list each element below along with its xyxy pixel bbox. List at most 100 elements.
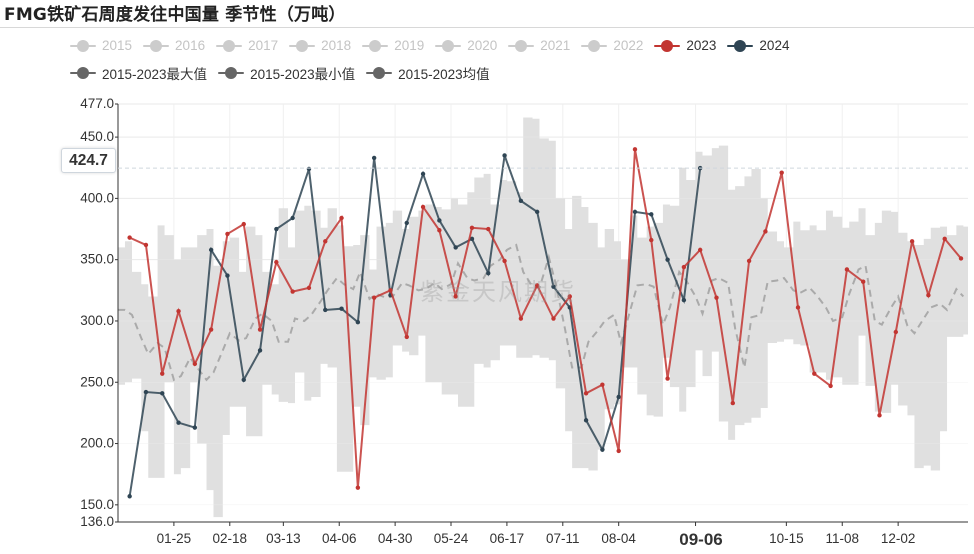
y-tick-label: 450.0 bbox=[80, 129, 114, 144]
legend-item-2015-2023-[interactable]: 2015-2023均值 bbox=[366, 63, 490, 83]
legend-item-2017[interactable]: 2017 bbox=[216, 38, 278, 53]
series-point-2024 bbox=[649, 212, 654, 217]
series-point-2023 bbox=[143, 242, 149, 248]
x-tick-label: 10-15 bbox=[769, 531, 804, 546]
series-point-2023 bbox=[404, 334, 409, 340]
series-point-2023 bbox=[812, 371, 817, 376]
legend-row-years: 2015 2016 2017 2018 2019 2020 2021 2022 2023 2024 bbox=[70, 32, 960, 59]
series-point-2024 bbox=[502, 153, 507, 158]
legend-item-2021[interactable]: 2021 bbox=[508, 38, 570, 53]
series-line-2023 bbox=[129, 149, 962, 488]
x-tick-label: 02-18 bbox=[213, 531, 248, 546]
series-point-2023 bbox=[681, 264, 687, 270]
series-point-2023 bbox=[176, 308, 181, 314]
series-point-2024 bbox=[143, 389, 149, 395]
series-point-2023 bbox=[502, 258, 507, 264]
legend-label: 2019 bbox=[394, 38, 425, 53]
series-point-2023 bbox=[600, 382, 605, 387]
series-point-2023 bbox=[290, 289, 295, 294]
legend-label: 2015-2023最小值 bbox=[250, 66, 356, 82]
y-tick-label: 150.0 bbox=[80, 497, 114, 512]
series-point-2024 bbox=[534, 209, 540, 215]
legend-label: 2015-2023均值 bbox=[398, 66, 490, 82]
y-axis-pointer-label: 424.7 bbox=[61, 148, 116, 173]
legend-item-2024[interactable]: 2024 bbox=[727, 38, 789, 53]
x-tick-label: 04-30 bbox=[378, 531, 413, 546]
legend-marker-icon bbox=[581, 39, 608, 53]
legend-label: 2018 bbox=[321, 38, 352, 53]
series-point-2024 bbox=[306, 166, 312, 172]
series-point-2023 bbox=[160, 371, 165, 376]
chart-title: FMG铁矿石周度发往中国量 季节性（万吨） bbox=[4, 5, 346, 25]
series-point-2024 bbox=[681, 297, 687, 303]
legend-label: 2024 bbox=[759, 38, 790, 53]
series-point-2024 bbox=[290, 215, 295, 221]
series-point-2023 bbox=[861, 279, 866, 284]
series-point-2024 bbox=[241, 377, 246, 383]
series-point-2023 bbox=[208, 327, 214, 332]
series-point-2023 bbox=[583, 391, 589, 396]
y-tick-label: 477.0 bbox=[80, 96, 114, 111]
legend-item-2015-2023-[interactable]: 2015-2023最大值 bbox=[70, 63, 207, 83]
series-point-2024 bbox=[192, 425, 198, 430]
series-point-2023 bbox=[616, 448, 621, 454]
series-point-2024 bbox=[469, 236, 475, 242]
legend-marker-icon bbox=[727, 39, 754, 53]
legend-label: 2022 bbox=[613, 38, 644, 53]
x-tick-label: 05-24 bbox=[434, 531, 469, 546]
series-point-2024 bbox=[616, 394, 621, 400]
series-point-2023 bbox=[306, 285, 312, 291]
series-point-2023 bbox=[779, 170, 784, 175]
legend-label: 2017 bbox=[248, 38, 279, 53]
series-point-2023 bbox=[323, 239, 328, 244]
series-point-2024 bbox=[176, 420, 181, 425]
legend-label: 2015-2023最大值 bbox=[102, 66, 208, 82]
series-point-2023 bbox=[632, 147, 638, 152]
legend-item-2015[interactable]: 2015 bbox=[70, 38, 132, 53]
series-line-2024 bbox=[128, 155, 702, 497]
series-point-2024 bbox=[404, 220, 409, 226]
legend-marker-icon bbox=[70, 66, 96, 80]
series-point-2024 bbox=[551, 284, 556, 289]
series-point-2024 bbox=[583, 418, 589, 423]
series-point-2023 bbox=[518, 316, 524, 321]
legend-item-2018[interactable]: 2018 bbox=[289, 38, 351, 53]
series-point-2024 bbox=[371, 155, 377, 161]
series-point-2024 bbox=[127, 494, 132, 499]
series-point-2024 bbox=[632, 209, 638, 215]
series-point-2023 bbox=[551, 316, 556, 321]
series-point-2023 bbox=[926, 293, 931, 298]
legend-marker-icon bbox=[289, 39, 316, 53]
legend-item-2019[interactable]: 2019 bbox=[362, 38, 424, 53]
series-point-2024 bbox=[257, 348, 263, 353]
series-point-2024 bbox=[453, 245, 458, 250]
legend-item-2023[interactable]: 2023 bbox=[654, 38, 716, 53]
legend-item-2016[interactable]: 2016 bbox=[143, 38, 205, 53]
legend-item-2022[interactable]: 2022 bbox=[581, 38, 643, 53]
series-point-2024 bbox=[437, 218, 442, 223]
series-point-2023 bbox=[274, 259, 279, 265]
series-point-2023 bbox=[469, 225, 475, 231]
legend-marker-icon bbox=[362, 39, 389, 53]
series-point-2023 bbox=[697, 247, 703, 253]
legend-marker-icon bbox=[508, 39, 535, 53]
series-point-2023 bbox=[534, 283, 540, 288]
series-point-2023 bbox=[567, 294, 572, 299]
legend-marker-icon bbox=[366, 66, 393, 80]
legend-item-2015-2023-[interactable]: 2015-2023最小值 bbox=[218, 63, 355, 83]
legend-item-2020[interactable]: 2020 bbox=[435, 38, 497, 53]
series-point-2024 bbox=[339, 306, 344, 311]
series-point-2023 bbox=[730, 400, 735, 406]
legend-marker-icon bbox=[216, 39, 243, 53]
series-point-2023 bbox=[942, 236, 947, 242]
legend: 2015 2016 2017 2018 2019 2020 2021 2022 2023 2024… bbox=[70, 32, 960, 86]
series-point-2023 bbox=[665, 376, 670, 381]
series-point-2023 bbox=[192, 361, 198, 367]
series-point-2024 bbox=[486, 270, 491, 276]
series-point-2023 bbox=[746, 258, 752, 264]
legend-label: 2023 bbox=[686, 38, 717, 53]
series-point-2023 bbox=[127, 235, 132, 240]
series-point-2024 bbox=[420, 171, 426, 177]
series-point-2024 bbox=[160, 391, 165, 396]
